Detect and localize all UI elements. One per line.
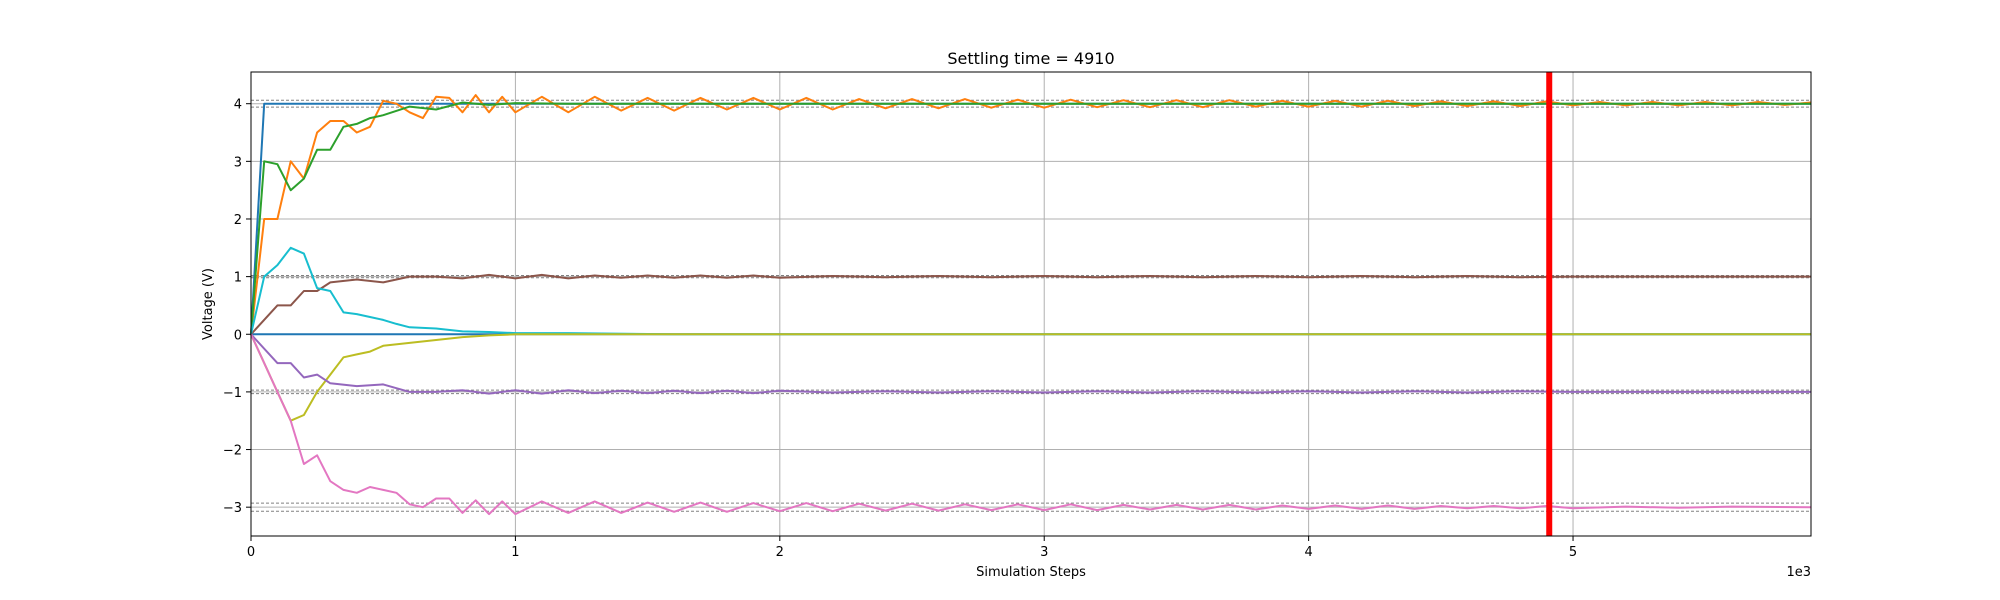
- plot-frame: [250, 71, 1812, 537]
- series-line: [250, 273, 1811, 335]
- chart-title: Settling time = 4910: [947, 49, 1114, 68]
- y-tick-label: 1: [234, 271, 242, 286]
- x-axis-offset-label: 1e3: [1786, 565, 1811, 580]
- y-tick-label: −3: [223, 501, 242, 516]
- x-tick-label: 1: [511, 545, 519, 560]
- x-tick-label: 3: [1040, 545, 1048, 560]
- y-tick-label: −1: [223, 386, 242, 401]
- y-axis-ticks: −3 −2 −1 0 1 2 3 4: [223, 98, 251, 516]
- y-tick-label: 3: [234, 155, 242, 170]
- x-axis-ticks: 0 1 2 3 4 5: [247, 536, 1577, 560]
- x-tick-label: 0: [247, 545, 255, 560]
- x-axis-label: Simulation Steps: [976, 565, 1086, 580]
- x-tick-label: 5: [1569, 545, 1577, 560]
- y-tick-label: 2: [234, 213, 242, 228]
- series-line: [250, 333, 1811, 395]
- series-line: [250, 333, 1812, 516]
- x-tick-label: 4: [1304, 545, 1312, 560]
- series-line: [250, 246, 1811, 336]
- y-tick-label: −2: [223, 444, 242, 459]
- x-tick-label: 2: [776, 545, 784, 560]
- y-tick-label: 4: [234, 98, 242, 113]
- y-tick-label: 0: [234, 328, 242, 343]
- series-line: [250, 101, 1811, 335]
- y-axis-label: Voltage (V): [201, 268, 216, 340]
- series-lines: [250, 94, 1812, 516]
